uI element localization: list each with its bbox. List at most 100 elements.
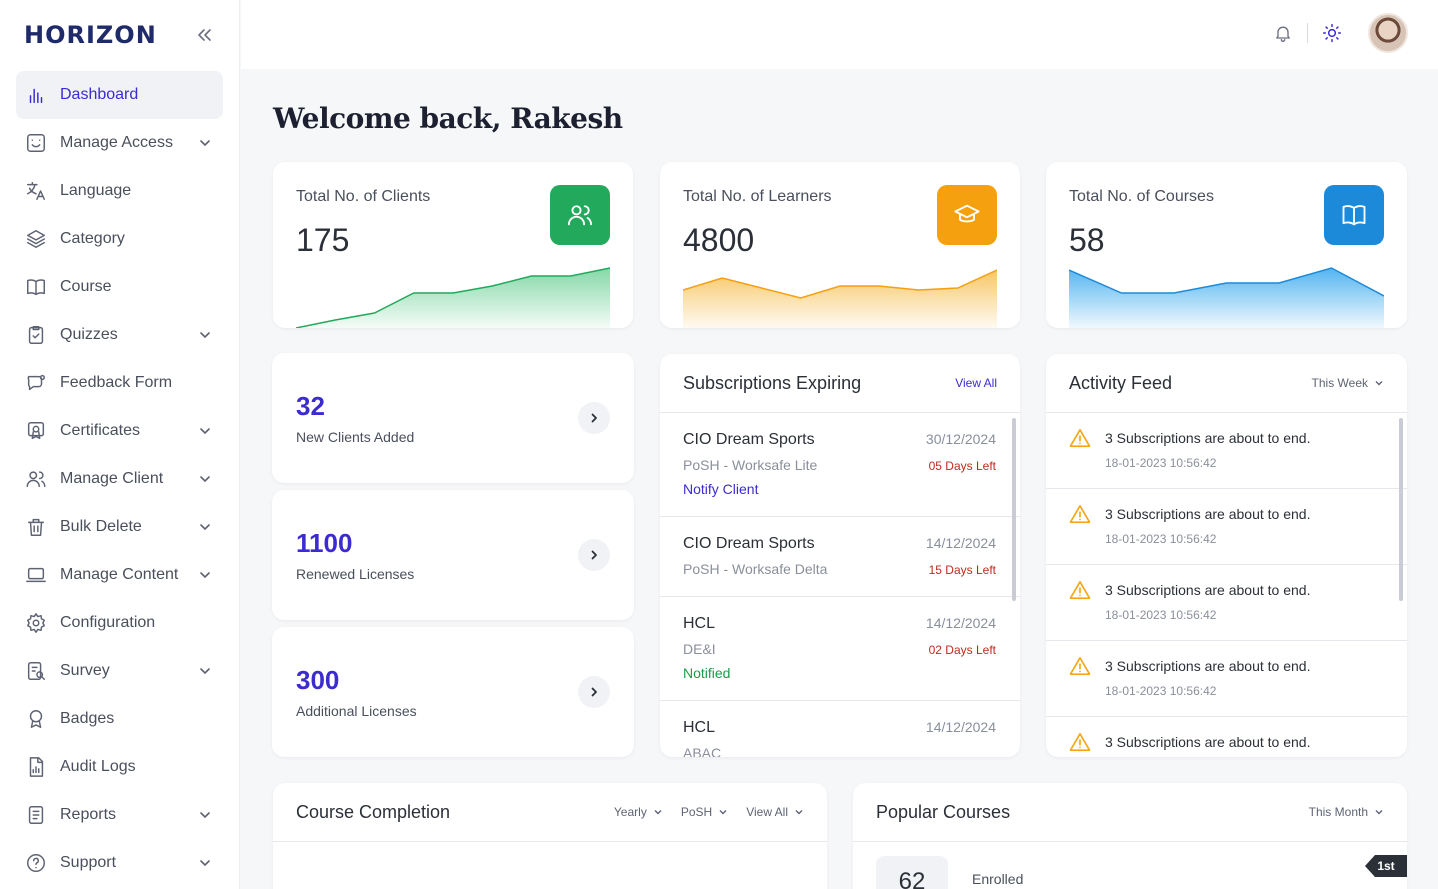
page-title: Welcome back, Rakesh: [273, 102, 623, 135]
sidebar-item-feedback-form[interactable]: Feedback Form: [16, 359, 223, 407]
chevron-right-icon[interactable]: [578, 402, 610, 434]
stat-card: Total No. of Courses 58: [1046, 162, 1407, 328]
subscriptions-scrollbar[interactable]: [1012, 418, 1016, 601]
app-logo[interactable]: HORIZON: [24, 21, 157, 49]
popular-courses-filter-dropdown[interactable]: This Month: [1309, 805, 1384, 819]
sidebar-item-support[interactable]: Support: [16, 839, 223, 887]
sidebar-item-course[interactable]: Course: [16, 263, 223, 311]
subscription-row: HCL DE&I 14/12/2024 02 Days Left Notified: [660, 597, 1020, 701]
sidebar-item-label: Badges: [60, 710, 115, 727]
avatar[interactable]: [1368, 13, 1408, 53]
subscriptions-panel: Subscriptions Expiring View All CIO Drea…: [660, 354, 1020, 757]
metric-card[interactable]: 300 Additional Licenses: [272, 627, 634, 757]
sidebar-item-dashboard[interactable]: Dashboard: [16, 71, 223, 119]
sidebar-item-certificates[interactable]: Certificates: [16, 407, 223, 455]
stat-title: Total No. of Clients: [296, 188, 431, 205]
subscription-plan: ABAC: [683, 745, 722, 757]
activity-item: 3 Subscriptions are about to end. 18-01-2…: [1046, 565, 1407, 641]
stat-value: 4800: [683, 222, 755, 258]
sidebar-item-quizzes[interactable]: Quizzes: [16, 311, 223, 359]
popular-courses-header: Popular Courses This Month: [853, 783, 1407, 842]
chevron-down-icon: [195, 520, 215, 534]
sidebar-item-survey[interactable]: Survey: [16, 647, 223, 695]
course-completion-filter-posh[interactable]: PoSH: [681, 805, 728, 819]
survey-icon: [24, 659, 48, 683]
stat-sparkline: [683, 269, 997, 328]
activity-filter-label: This Week: [1311, 376, 1368, 390]
chevron-down-icon: [1375, 381, 1383, 386]
chat-icon: [24, 371, 48, 395]
stat-sparkline: [296, 267, 610, 328]
topbar: [241, 0, 1438, 69]
graduation-cap-icon: [937, 185, 997, 245]
sidebar-item-audit-logs[interactable]: Audit Logs: [16, 743, 223, 791]
subscriptions-header: Subscriptions Expiring View All: [660, 354, 1020, 413]
sidebar-item-language[interactable]: Language: [16, 167, 223, 215]
translate-icon: [24, 179, 48, 203]
notified-status: Notified: [683, 665, 731, 681]
chevron-down-icon: [1375, 810, 1383, 815]
stat-title: Total No. of Courses: [1069, 188, 1214, 205]
sun-icon[interactable]: [1322, 23, 1342, 43]
top-actions: [1273, 13, 1408, 53]
sidebar-item-manage-content[interactable]: Manage Content: [16, 551, 223, 599]
bar-chart-icon: [24, 83, 48, 107]
warning-icon: [1069, 732, 1091, 752]
sidebar-item-manage-client[interactable]: Manage Client: [16, 455, 223, 503]
metric-label: Additional Licenses: [296, 703, 417, 719]
user-badge-icon: [24, 131, 48, 155]
metric-label: Renewed Licenses: [296, 566, 415, 582]
subscription-row: CIO Dream Sports PoSH - Worksafe Lite 30/1…: [660, 413, 1020, 517]
laptop-icon: [24, 563, 48, 587]
subscription-plan: PoSH - Worksafe Lite: [683, 457, 818, 473]
chevron-down-icon: [654, 810, 662, 815]
activity-text: 3 Subscriptions are about to end.: [1105, 658, 1311, 674]
metric-card[interactable]: 32 New Clients Added: [272, 353, 634, 483]
activity-feed-panel: Activity Feed This Week 3 Subscriptions …: [1046, 354, 1407, 757]
sidebar-item-label: Feedback Form: [60, 374, 173, 391]
course-completion-filter-view-all[interactable]: View All: [746, 805, 804, 819]
activity-scrollbar[interactable]: [1399, 418, 1403, 601]
subscriptions-view-all-link[interactable]: View All: [955, 376, 997, 390]
activity-time: 18-01-2023 10:56:42: [1105, 532, 1217, 546]
sidebar-item-badges[interactable]: Badges: [16, 695, 223, 743]
chevron-right-icon[interactable]: [578, 676, 610, 708]
stat-title: Total No. of Learners: [683, 188, 832, 205]
sidebar-item-category[interactable]: Category: [16, 215, 223, 263]
activity-list: 3 Subscriptions are about to end. 18-01-2…: [1046, 413, 1407, 757]
sidebar-item-bulk-delete[interactable]: Bulk Delete: [16, 503, 223, 551]
sidebar-item-label: Language: [60, 182, 132, 199]
subscription-row: CIO Dream Sports PoSH - Worksafe Delta 14/…: [660, 517, 1020, 597]
book-open-icon: [1324, 185, 1384, 245]
sidebar-item-manage-access[interactable]: Manage Access: [16, 119, 223, 167]
notify-client-link[interactable]: Notify Client: [683, 481, 759, 497]
activity-filter-dropdown[interactable]: This Week: [1312, 376, 1384, 390]
bell-icon[interactable]: [1273, 23, 1293, 43]
sparkline-line: [296, 267, 610, 328]
subscription-client: HCL: [683, 615, 716, 632]
rank-badge: 1st: [1365, 855, 1407, 877]
metric-card[interactable]: 1100 Renewed Licenses: [272, 490, 634, 620]
stat-value: 175: [296, 222, 350, 258]
sidebar-item-label: Bulk Delete: [60, 518, 142, 535]
sparkline-area: [683, 270, 997, 328]
activity-feed-title: Activity Feed: [1069, 372, 1173, 393]
stat-value: 58: [1069, 222, 1105, 258]
subscription-date: 30/12/2024: [925, 431, 996, 447]
layers-icon: [24, 227, 48, 251]
subscription-date: 14/12/2024: [925, 535, 996, 551]
collapse-sidebar-icon[interactable]: [195, 26, 213, 44]
stat-sparkline: [1069, 267, 1384, 328]
metric-label: New Clients Added: [296, 429, 415, 445]
popular-courses-panel: Popular Courses This Month 62 Enrolled 1…: [853, 783, 1407, 889]
chevron-right-icon[interactable]: [578, 539, 610, 571]
enrolled-label: Enrolled: [972, 871, 1024, 887]
sidebar-item-reports[interactable]: Reports: [16, 791, 223, 839]
sidebar-item-configuration[interactable]: Configuration: [16, 599, 223, 647]
subscription-days-left: 02 Days Left: [928, 643, 996, 657]
activity-item: 3 Subscriptions are about to end.: [1046, 717, 1407, 757]
course-completion-title: Course Completion: [296, 801, 451, 822]
chevron-down-icon: [195, 856, 215, 870]
course-completion-filter-yearly[interactable]: Yearly: [614, 805, 663, 819]
subscription-days-left: 05 Days Left: [928, 459, 996, 473]
